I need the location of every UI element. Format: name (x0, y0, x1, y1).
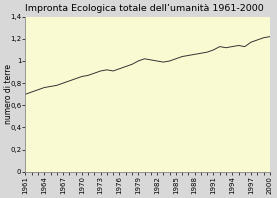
Y-axis label: numero di terre: numero di terre (4, 64, 13, 124)
Text: Impronta Ecologica totale dell’umanità 1961-2000: Impronta Ecologica totale dell’umanità 1… (25, 4, 264, 13)
